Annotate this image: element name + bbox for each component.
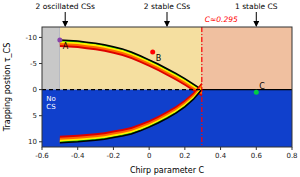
region-label: 1 stable CS: [235, 2, 278, 11]
critical-line: [201, 27, 202, 147]
y-tick: [39, 141, 42, 142]
y-tick: [39, 89, 42, 90]
point: [150, 50, 155, 55]
y-tick-label: 0: [33, 86, 37, 94]
x-tick: [42, 147, 43, 150]
band: [60, 87, 202, 143]
x-tick: [220, 147, 221, 150]
arrow: [65, 12, 66, 26]
y-tick: [39, 63, 42, 64]
annotation-line: No: [46, 95, 56, 103]
x-tick: [113, 147, 114, 150]
x-tick-label: 0: [147, 152, 151, 160]
band: [60, 88, 202, 142]
band: [60, 40, 202, 93]
band: [60, 85, 202, 143]
band: [60, 40, 202, 97]
y-tick: [39, 115, 42, 116]
point-label: B: [156, 54, 162, 63]
x-tick-label: -0.2: [107, 152, 121, 160]
y-tick-label: 5: [33, 112, 37, 120]
background: [42, 27, 292, 147]
x-tick-label: 0.4: [215, 152, 227, 160]
arrow: [167, 12, 168, 26]
point-label: C: [259, 82, 265, 91]
y-axis-label: Trapping postion τ_CS: [3, 43, 12, 132]
y-tick-label: -10: [26, 34, 37, 42]
region-label: 2 oscillated CSs: [36, 2, 95, 11]
region-label: 2 stable CSs: [144, 2, 190, 11]
tau-line-dashed: [42, 89, 202, 90]
annotation: NoCS: [46, 95, 56, 111]
x-tick: [256, 147, 257, 150]
annotation-line: CS: [46, 103, 56, 111]
x-tick: [184, 147, 185, 150]
y-tick: [39, 37, 42, 38]
point-label: A: [63, 42, 69, 51]
frame: [42, 27, 292, 147]
curve: [60, 40, 202, 90]
chart: A B C NoCS -0.6 -0.4 -0.2 0 0.2 0.4 0.6 0.8 -10 -5 0 5 1…: [0, 0, 300, 177]
tau-line: [202, 89, 292, 90]
y-tick-label: -5: [30, 60, 37, 68]
x-tick-label: 0.2: [179, 152, 190, 160]
x-tick-label: 0.6: [251, 152, 263, 160]
curve: [60, 90, 202, 143]
x-axis-label: Chirp parameter C: [130, 166, 205, 175]
region: [202, 27, 292, 90]
y-tick-label: 10: [28, 138, 37, 146]
x-tick-label: -0.6: [35, 152, 49, 160]
arrow: [256, 12, 257, 26]
plot-area: [42, 27, 292, 147]
x-tick: [149, 147, 150, 150]
x-tick-label: 0.8: [286, 152, 297, 160]
x-tick: [292, 147, 293, 150]
band: [60, 40, 202, 95]
band: [60, 40, 202, 91]
point: [57, 38, 62, 43]
critical-label: C≈0.295: [205, 15, 238, 24]
x-tick: [77, 147, 78, 150]
point: [254, 90, 259, 95]
x-tick-label: -0.4: [71, 152, 85, 160]
region: [42, 27, 60, 90]
band: [60, 83, 202, 143]
